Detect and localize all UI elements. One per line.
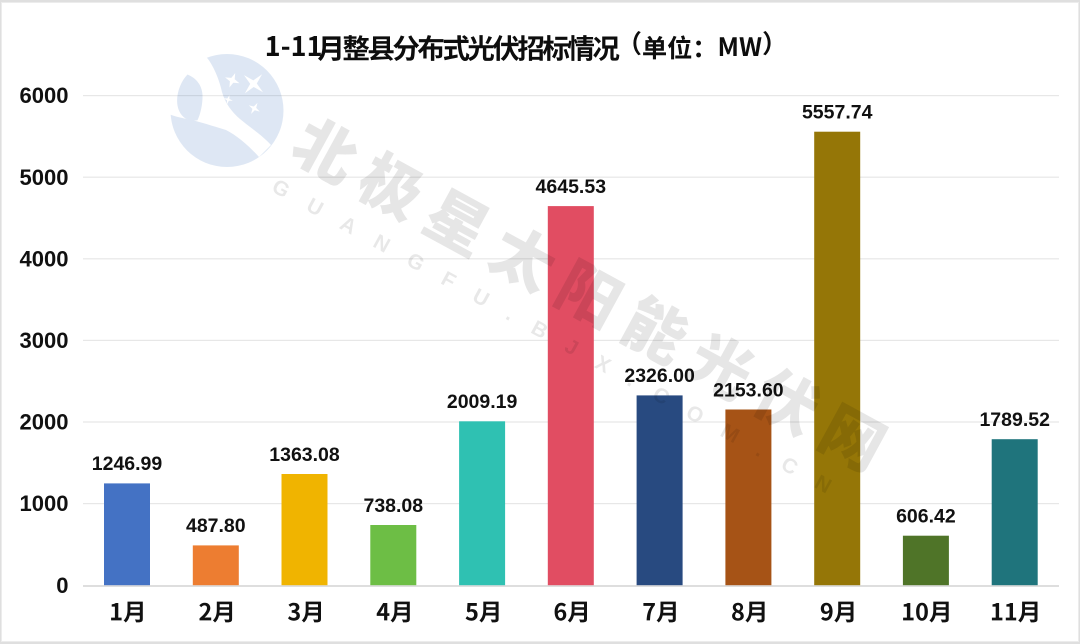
svg-text:4645.53: 4645.53 [536, 176, 607, 198]
svg-text:1789.52: 1789.52 [979, 409, 1050, 431]
svg-text:1000: 1000 [20, 491, 69, 516]
svg-text:487.80: 487.80 [186, 515, 246, 537]
svg-text:5557.74: 5557.74 [802, 102, 873, 124]
svg-text:2153.60: 2153.60 [713, 379, 784, 401]
svg-text:2000: 2000 [20, 410, 69, 435]
svg-text:2326.00: 2326.00 [624, 365, 695, 387]
svg-text:6000: 6000 [20, 83, 69, 108]
svg-text:5000: 5000 [20, 165, 69, 190]
svg-text:4000: 4000 [20, 246, 69, 271]
svg-text:738.08: 738.08 [363, 495, 423, 517]
svg-text:1246.99: 1246.99 [92, 453, 163, 475]
svg-text:3000: 3000 [20, 328, 69, 353]
svg-text:0: 0 [56, 573, 68, 598]
svg-text:2009.19: 2009.19 [447, 391, 518, 413]
svg-text:606.42: 606.42 [896, 506, 956, 528]
svg-text:1363.08: 1363.08 [269, 444, 340, 466]
